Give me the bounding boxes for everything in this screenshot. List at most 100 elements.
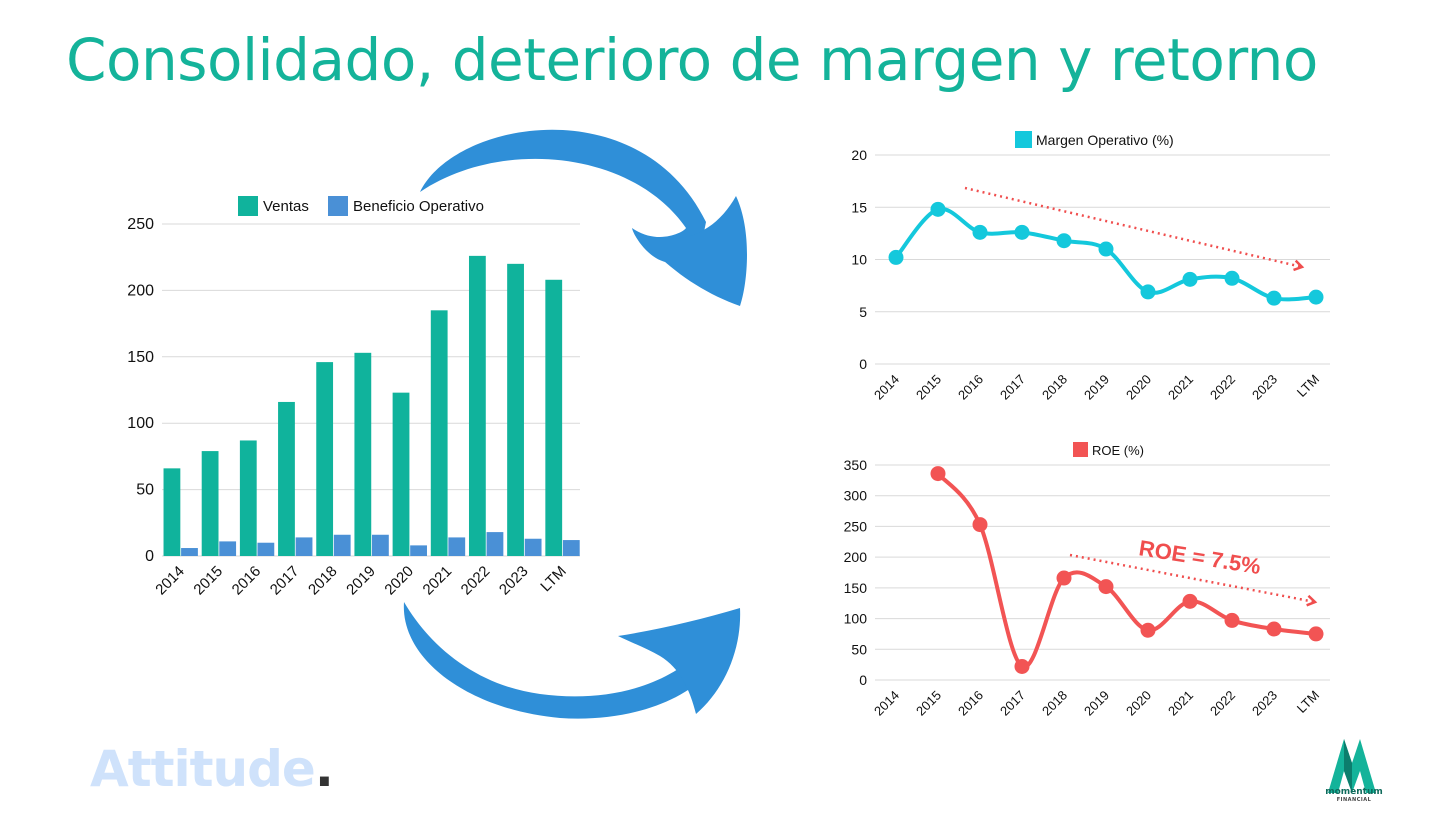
data-point [1098,579,1114,595]
x-tick-label: 2023 [1249,688,1280,719]
data-point [1308,289,1324,305]
chart1-legend: Margen Operativo (%) [1015,131,1174,148]
bar-beneficio [295,537,313,556]
x-tick-label: 2019 [1081,372,1112,403]
data-point [930,201,946,217]
sales-bar-chart: Ventas Beneficio Operativo 0 50 100 150 200 2… [127,196,580,599]
bar-ventas [430,310,448,556]
momentum-logo-name: momentum [1325,787,1383,797]
data-point [1014,658,1030,674]
x-tick-label: 2017 [997,688,1028,719]
chart2-legend: ROE (%) [1073,442,1144,458]
y-tick-label: 10 [851,252,867,268]
x-tick-label: 2020 [1123,688,1154,719]
bar-beneficio [448,537,466,556]
y-tick-label: 200 [127,282,154,299]
data-point [1140,622,1156,638]
data-point [972,224,988,240]
legend-swatch-roe [1073,442,1088,457]
x-tick-label: LTM [1294,688,1322,716]
trend-arrow-head [1293,259,1305,272]
y-tick-label: 50 [851,641,867,657]
legend-swatch-beneficio [328,196,348,216]
legend-label-roe: ROE (%) [1092,443,1144,458]
bar-ventas [354,352,372,556]
bar-beneficio [410,545,427,556]
roe-annotation: ROE = 7.5% [1137,535,1262,579]
y-tick-label: 300 [844,488,868,504]
x-tick-label: 2023 [496,563,532,599]
x-tick-label: 2022 [1207,688,1238,719]
chart0-legend: Ventas Beneficio Operativo [238,196,484,216]
bar-ventas [392,392,410,556]
bar-ventas [468,255,486,556]
arrowhead-bottom [618,608,741,714]
y-tick-label: 0 [859,672,867,688]
bar-ventas [239,440,257,556]
data-point [1056,233,1072,249]
momentum-logo-icon [1328,739,1376,793]
data-point [1224,612,1240,628]
legend-label-ventas: Ventas [263,198,309,215]
data-point [1056,570,1072,586]
x-tick-label: 2014 [152,563,188,599]
y-tick-label: 5 [859,304,867,320]
x-tick-label: 2018 [1039,372,1070,403]
page-title: Consolidado, deterioro de margen y retor… [66,26,1318,94]
bar-ventas [163,468,181,556]
x-tick-label: 2014 [871,372,902,403]
x-tick-label: 2022 [458,563,494,599]
y-tick-label: 15 [851,199,867,215]
momentum-logo-text: momentum FINANCIAL [1318,787,1390,803]
legend-label-beneficio: Beneficio Operativo [353,198,484,215]
x-tick-label: 2016 [229,563,265,599]
roe-line-chart: ROE (%) 0 50 100 150 200 250 300 350 2014 2015 201… [844,442,1330,719]
data-point [1182,593,1198,609]
x-tick-label: 2021 [420,563,456,599]
bar-beneficio [562,540,580,556]
x-tick-label: LTM [537,563,569,595]
y-tick-label: 50 [136,482,154,499]
bar-beneficio [219,541,237,556]
y-tick-label: 150 [127,349,154,366]
margin-line-chart: Margen Operativo (%) 0 5 10 15 20 2014 2015 201… [851,131,1330,403]
data-point [1308,626,1324,642]
y-tick-label: 250 [844,518,868,534]
x-tick-label: 2020 [381,563,417,599]
legend-swatch-ventas [238,196,258,216]
trend-arrow-head [1306,594,1318,607]
y-tick-label: 200 [844,549,868,565]
y-tick-label: 350 [844,457,868,473]
bar-beneficio [181,548,198,556]
bar-beneficio [486,532,504,556]
x-tick-label: 2016 [955,372,986,403]
trend-arrow-line [964,186,1303,269]
x-tick-label: 2018 [305,563,341,599]
y-tick-label: 250 [127,216,154,233]
x-tick-label: 2020 [1123,372,1154,403]
x-tick-label: 2022 [1207,372,1238,403]
x-tick-label: 2017 [997,372,1028,403]
momentum-logo-sub: FINANCIAL [1336,797,1372,803]
data-point [930,466,946,482]
bar-beneficio [372,534,389,556]
data-point [972,517,988,533]
data-point [1098,241,1114,257]
x-tick-label: 2015 [913,372,944,403]
attitude-logo-dot: . [314,740,334,798]
x-tick-label: 2019 [1081,688,1112,719]
data-point [1266,621,1282,637]
bar-ventas [278,401,295,556]
data-point [1182,271,1198,287]
y-tick-label: 20 [851,147,867,163]
bar-beneficio [524,538,542,556]
arrowhead-top [636,196,747,306]
legend-swatch-margen [1015,131,1032,148]
data-point [888,249,904,265]
x-tick-label: 2015 [913,688,944,719]
data-point [1140,284,1156,300]
y-tick-label: 0 [859,356,867,372]
bar-ventas [507,263,524,556]
x-tick-label: LTM [1294,372,1322,400]
